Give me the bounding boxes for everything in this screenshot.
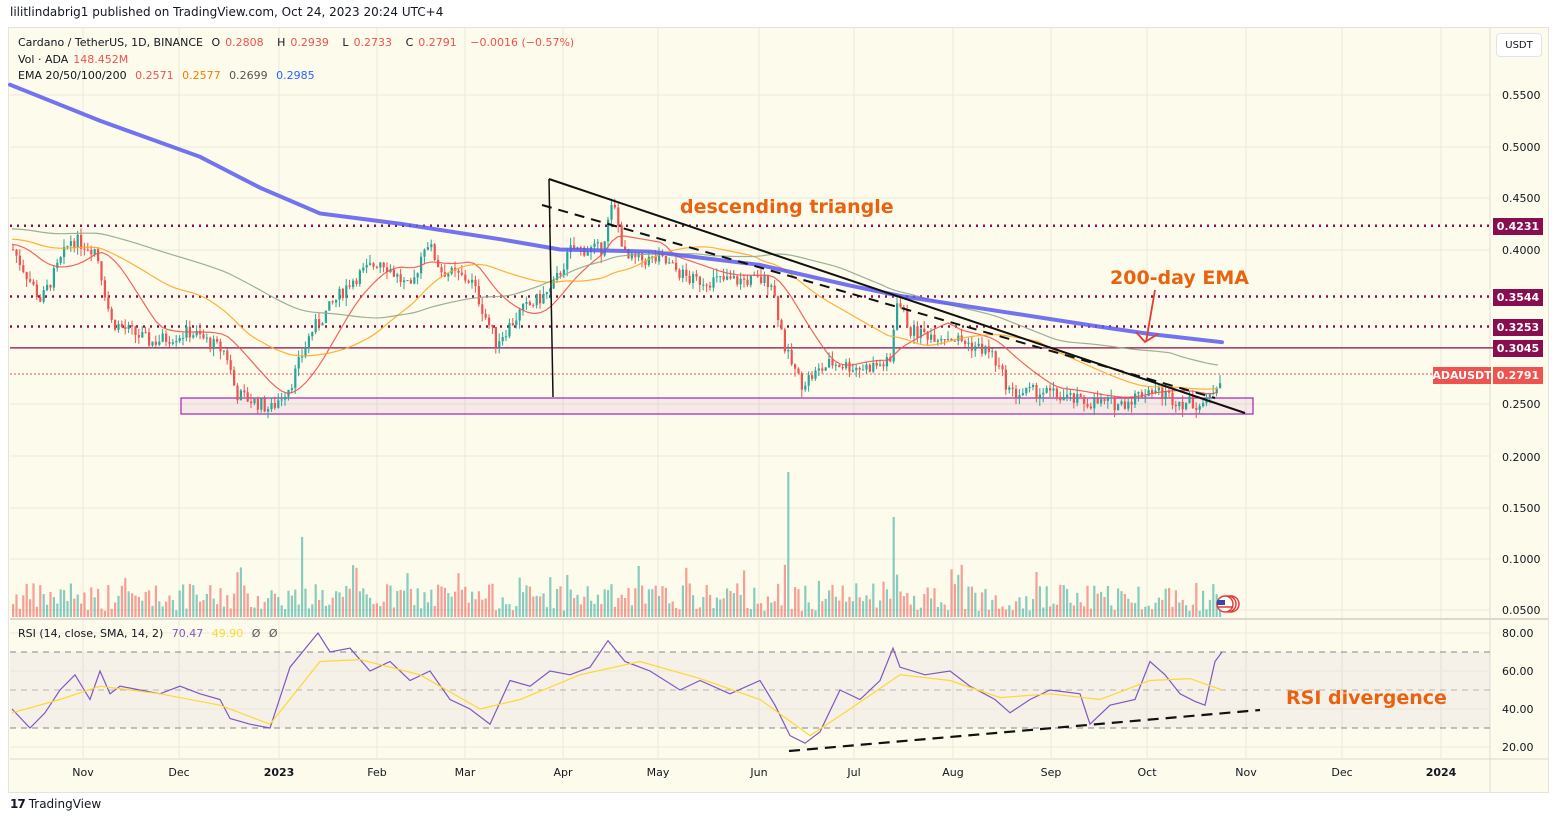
time-label: Nov bbox=[72, 766, 94, 779]
rsi-tick: 80.00 bbox=[1502, 627, 1534, 640]
rsi-value: 70.47 bbox=[171, 627, 204, 640]
time-label: Sep bbox=[1040, 766, 1062, 779]
annotation-rsi-divergence[interactable]: RSI divergence bbox=[1286, 687, 1447, 709]
time-label: Apr bbox=[553, 766, 573, 779]
tradingview-logo-icon: 17 bbox=[10, 797, 26, 811]
level-tag-03544[interactable]: 0.3544 bbox=[1493, 289, 1543, 306]
economic-event-icon[interactable] bbox=[1216, 595, 1240, 613]
rsi-tick: 60.00 bbox=[1502, 665, 1534, 678]
level-tag-03253[interactable]: 0.3253 bbox=[1493, 319, 1543, 336]
time-label: 2024 bbox=[1425, 766, 1457, 779]
tradingview-brand-label: TradingView bbox=[28, 797, 102, 811]
open-value: 0.2808 bbox=[225, 36, 264, 49]
price-tick: 0.1000 bbox=[1502, 553, 1541, 566]
level-tag-04231[interactable]: 0.4231 bbox=[1493, 218, 1543, 235]
time-label: Dec bbox=[1331, 766, 1353, 779]
time-label: 2023 bbox=[263, 766, 295, 779]
time-label: Aug bbox=[942, 766, 964, 779]
time-label: Oct bbox=[1137, 766, 1157, 779]
currency-button[interactable]: USDT bbox=[1496, 33, 1542, 57]
price-tick: 0.2000 bbox=[1502, 451, 1541, 464]
rsi-sma-value: 49.90 bbox=[211, 627, 244, 640]
price-tick: 0.2500 bbox=[1502, 398, 1541, 411]
ema-legend[interactable]: EMA 20/50/100/200 0.2571 0.2577 0.2699 0… bbox=[18, 69, 315, 82]
ema50-value: 0.2577 bbox=[182, 69, 221, 82]
change-value: −0.0016 (−0.57%) bbox=[470, 36, 575, 49]
price-tick: 0.0500 bbox=[1502, 604, 1541, 617]
price-tick: 0.5000 bbox=[1502, 141, 1541, 154]
time-label: Jun bbox=[750, 766, 768, 779]
price-tick: 0.4500 bbox=[1502, 192, 1541, 205]
time-label: Feb bbox=[367, 766, 387, 779]
ema20-value: 0.2571 bbox=[135, 69, 174, 82]
close-value: 0.2791 bbox=[418, 36, 457, 49]
symbol-tag[interactable]: ADAUSDT bbox=[1432, 367, 1492, 384]
publisher-line: lilitlindabrig1 published on TradingView… bbox=[10, 5, 444, 19]
price-tick: 0.4000 bbox=[1502, 244, 1541, 257]
volume-legend[interactable]: Vol · ADA 148.452M bbox=[18, 53, 129, 66]
rsi-legend[interactable]: RSI (14, close, SMA, 14, 2) 70.47 49.90 … bbox=[18, 627, 278, 640]
last-price-tag[interactable]: 0.2791 bbox=[1493, 367, 1543, 384]
level-tag-03045[interactable]: 0.3045 bbox=[1493, 340, 1543, 357]
ema100-value: 0.2699 bbox=[229, 69, 268, 82]
high-value: 0.2939 bbox=[290, 36, 329, 49]
rsi-tick: 20.00 bbox=[1502, 741, 1534, 754]
time-label: Nov bbox=[1235, 766, 1257, 779]
rsi-tick: 40.00 bbox=[1502, 703, 1534, 716]
annotation-200-day-ema[interactable]: 200-day EMA bbox=[1110, 267, 1249, 289]
ema200-value: 0.2985 bbox=[276, 69, 315, 82]
time-label: Dec bbox=[168, 766, 190, 779]
annotation-descending-triangle[interactable]: descending triangle bbox=[680, 196, 894, 218]
price-tick: 0.5500 bbox=[1502, 89, 1541, 102]
time-label: May bbox=[646, 766, 670, 779]
symbol-legend: Cardano / TetherUS, 1D, BINANCE O 0.2808 … bbox=[18, 36, 575, 49]
footer-brand[interactable]: 17 TradingView bbox=[10, 797, 101, 811]
symbol-title[interactable]: Cardano / TetherUS, 1D, BINANCE bbox=[18, 36, 203, 49]
time-label: Mar bbox=[454, 766, 476, 779]
volume-value: 148.452M bbox=[73, 53, 129, 66]
time-label: Jul bbox=[847, 766, 861, 779]
low-value: 0.2733 bbox=[353, 36, 393, 49]
price-tick: 0.1500 bbox=[1502, 502, 1541, 515]
